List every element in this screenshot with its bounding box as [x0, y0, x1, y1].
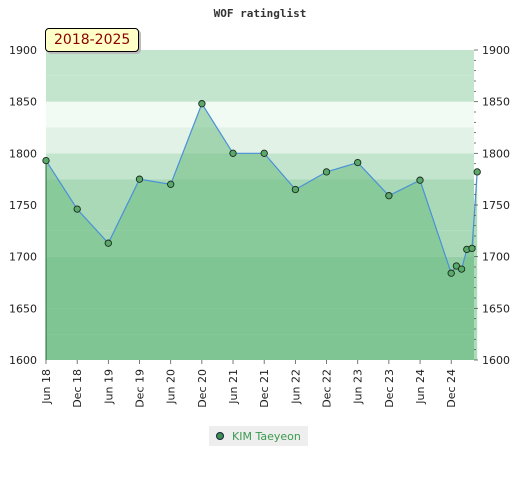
y-tick-label: 1650: [9, 302, 37, 315]
y-tick-label: 1700: [482, 251, 510, 264]
data-point[interactable]: [354, 158, 362, 167]
x-tick-label: Dec 20: [196, 369, 209, 408]
data-point[interactable]: [229, 149, 237, 157]
y-tick-label: 1600: [482, 354, 510, 367]
data-point[interactable]: [198, 100, 206, 108]
x-tick-label: Dec 23: [383, 369, 396, 408]
y-tick-label: 1900: [482, 44, 510, 57]
x-tick-label: Jun 18: [40, 369, 53, 405]
data-point[interactable]: [457, 265, 466, 273]
x-tick-label: Jun 22: [289, 369, 302, 405]
x-tick-label: Dec 19: [134, 369, 147, 408]
chart-title: WOF ratinglist: [214, 7, 307, 20]
legend[interactable]: KIM Taeyeon: [209, 426, 308, 446]
y-tick-label: 1600: [9, 354, 37, 367]
grid-band: [46, 75, 474, 102]
y-tick-label: 1850: [482, 96, 510, 109]
data-point[interactable]: [452, 262, 461, 270]
legend-label: KIM Taeyeon: [232, 429, 301, 443]
y-tick-label: 1700: [9, 251, 37, 264]
data-point[interactable]: [416, 176, 424, 184]
x-tick-label: Jun 20: [165, 369, 178, 405]
data-point[interactable]: [260, 149, 268, 157]
x-tick-label: Jun 21: [227, 369, 240, 405]
y-tick-label: 1800: [9, 147, 37, 160]
x-tick-label: Dec 24: [445, 369, 458, 408]
data-point[interactable]: [473, 168, 481, 176]
y-tick-label: 1800: [482, 147, 510, 160]
data-point[interactable]: [385, 192, 393, 200]
series-points: [42, 100, 481, 277]
data-point[interactable]: [42, 156, 50, 165]
x-axis: Jun 18 Dec 18 Jun 19 Dec 19 Jun 20 Dec 20 Jun …: [40, 360, 458, 408]
data-point[interactable]: [167, 180, 175, 188]
period-label: 2018-2025: [45, 28, 140, 52]
grid-band: [46, 127, 474, 154]
data-point[interactable]: [468, 244, 476, 253]
y-tick-label: 1650: [482, 302, 510, 315]
data-point[interactable]: [135, 175, 144, 183]
data-point[interactable]: [104, 239, 112, 247]
y-tick-label: 1750: [9, 199, 37, 212]
grid-band: [46, 101, 474, 128]
y-tick-label: 1750: [482, 199, 510, 212]
x-tick-label: Dec 18: [71, 369, 84, 408]
x-tick-label: Jun 23: [352, 369, 365, 405]
grid-band: [46, 50, 474, 76]
x-tick-label: Jun 24: [414, 369, 427, 405]
data-point[interactable]: [73, 205, 81, 213]
legend-marker-icon: [216, 432, 224, 440]
x-tick-label: Dec 21: [258, 369, 271, 408]
data-point[interactable]: [322, 168, 331, 176]
x-tick-label: Dec 22: [321, 369, 334, 408]
x-tick-label: Jun 19: [102, 369, 115, 405]
y-axis-left: 1600 1650 1700 1750 1800 1850 1900: [9, 44, 37, 367]
y-axis-right: 1600 1650 1700 1750 1800 1850 1900: [474, 44, 510, 367]
series-area-fill: [46, 103, 478, 360]
y-tick-label: 1850: [9, 96, 37, 109]
data-point[interactable]: [447, 269, 455, 277]
y-tick-label: 1900: [9, 44, 37, 57]
data-point[interactable]: [291, 185, 300, 194]
